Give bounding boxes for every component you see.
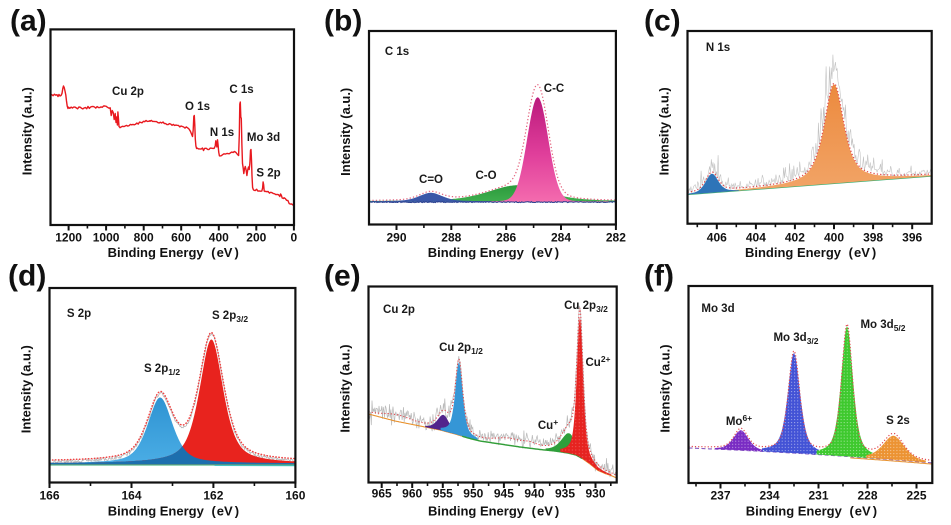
svg-text:(c): (c) xyxy=(644,5,681,38)
svg-text:S 2p1/2: S 2p1/2 xyxy=(144,363,180,377)
svg-text:Intensity (a.u.): Intensity (a.u.) xyxy=(19,345,34,433)
svg-text:1000: 1000 xyxy=(93,231,120,245)
svg-text:228: 228 xyxy=(857,489,877,503)
svg-text:234: 234 xyxy=(759,489,779,503)
svg-text:396: 396 xyxy=(902,231,922,245)
svg-text:C 1s: C 1s xyxy=(229,84,253,96)
svg-text:950: 950 xyxy=(463,487,483,501)
svg-text:Intensity (a.u.): Intensity (a.u.) xyxy=(20,87,35,175)
svg-text:800: 800 xyxy=(134,231,154,245)
svg-text:Cu 2p1/2: Cu 2p1/2 xyxy=(439,342,483,356)
svg-text:Mo 3d5/2: Mo 3d5/2 xyxy=(860,319,905,333)
svg-text:965: 965 xyxy=(372,487,392,501)
svg-text:398: 398 xyxy=(863,231,883,245)
svg-text:935: 935 xyxy=(555,487,575,501)
svg-text:225: 225 xyxy=(906,489,926,503)
svg-text:Binding Energy (eV): Binding Energy (eV) xyxy=(428,504,559,519)
svg-text:Binding Energy (eV): Binding Energy (eV) xyxy=(428,245,559,260)
svg-text:Binding Energy (eV): Binding Energy (eV) xyxy=(108,504,239,519)
svg-text:Intensity (a.u.): Intensity (a.u.) xyxy=(338,344,353,432)
svg-text:162: 162 xyxy=(203,489,223,503)
svg-text:1200: 1200 xyxy=(55,231,82,245)
svg-text:Cu 2p: Cu 2p xyxy=(112,86,144,98)
svg-text:C-O: C-O xyxy=(475,170,496,182)
svg-text:(d): (d) xyxy=(8,260,46,293)
svg-text:N 1s: N 1s xyxy=(706,42,730,54)
svg-text:C 1s: C 1s xyxy=(385,46,409,58)
svg-text:231: 231 xyxy=(808,489,828,503)
svg-text:S 2p3/2: S 2p3/2 xyxy=(212,310,248,324)
svg-text:Cu+: Cu+ xyxy=(538,417,558,432)
svg-text:Intensity (a.u.): Intensity (a.u.) xyxy=(338,88,353,176)
svg-text:Binding Energy (eV): Binding Energy (eV) xyxy=(745,245,876,260)
svg-text:C-C: C-C xyxy=(544,83,564,95)
svg-text:955: 955 xyxy=(433,487,453,501)
svg-text:O 1s: O 1s xyxy=(185,101,210,113)
svg-text:284: 284 xyxy=(551,231,571,245)
svg-text:286: 286 xyxy=(496,231,516,245)
svg-text:Binding Energy (eV): Binding Energy (eV) xyxy=(108,245,239,260)
svg-text:S 2p: S 2p xyxy=(256,168,280,180)
svg-text:940: 940 xyxy=(524,487,544,501)
svg-text:Cu 2p3/2: Cu 2p3/2 xyxy=(564,300,608,314)
svg-text:930: 930 xyxy=(585,487,605,501)
svg-text:(a): (a) xyxy=(10,5,47,38)
svg-text:(e): (e) xyxy=(324,260,361,293)
svg-text:Cu 2p: Cu 2p xyxy=(383,304,415,316)
svg-text:406: 406 xyxy=(707,231,727,245)
svg-text:Mo 3d: Mo 3d xyxy=(247,132,280,144)
svg-text:400: 400 xyxy=(824,231,844,245)
svg-text:200: 200 xyxy=(246,231,266,245)
svg-text:166: 166 xyxy=(39,489,59,503)
svg-text:400: 400 xyxy=(209,231,229,245)
svg-text:N 1s: N 1s xyxy=(210,127,234,139)
svg-text:288: 288 xyxy=(441,231,461,245)
svg-text:Mo 3d3/2: Mo 3d3/2 xyxy=(773,332,818,346)
svg-text:282: 282 xyxy=(606,231,626,245)
svg-text:Binding Energy (eV): Binding Energy (eV) xyxy=(746,504,877,519)
svg-text:S 2p: S 2p xyxy=(67,308,91,320)
svg-text:402: 402 xyxy=(785,231,805,245)
svg-text:160: 160 xyxy=(285,489,305,503)
svg-text:290: 290 xyxy=(386,231,406,245)
svg-text:C=O: C=O xyxy=(419,174,443,186)
svg-text:960: 960 xyxy=(402,487,422,501)
svg-text:404: 404 xyxy=(746,231,766,245)
svg-text:Mo 3d: Mo 3d xyxy=(701,303,734,315)
svg-text:0: 0 xyxy=(291,231,298,245)
svg-text:(f): (f) xyxy=(644,260,674,293)
svg-text:237: 237 xyxy=(710,489,730,503)
svg-text:S 2s: S 2s xyxy=(886,415,910,427)
svg-text:Intensity (a.u.): Intensity (a.u.) xyxy=(658,344,673,432)
svg-text:Intensity (a.u.): Intensity (a.u.) xyxy=(657,87,672,175)
svg-text:945: 945 xyxy=(494,487,514,501)
svg-text:(b): (b) xyxy=(324,5,362,38)
svg-text:600: 600 xyxy=(171,231,191,245)
svg-text:164: 164 xyxy=(121,489,141,503)
